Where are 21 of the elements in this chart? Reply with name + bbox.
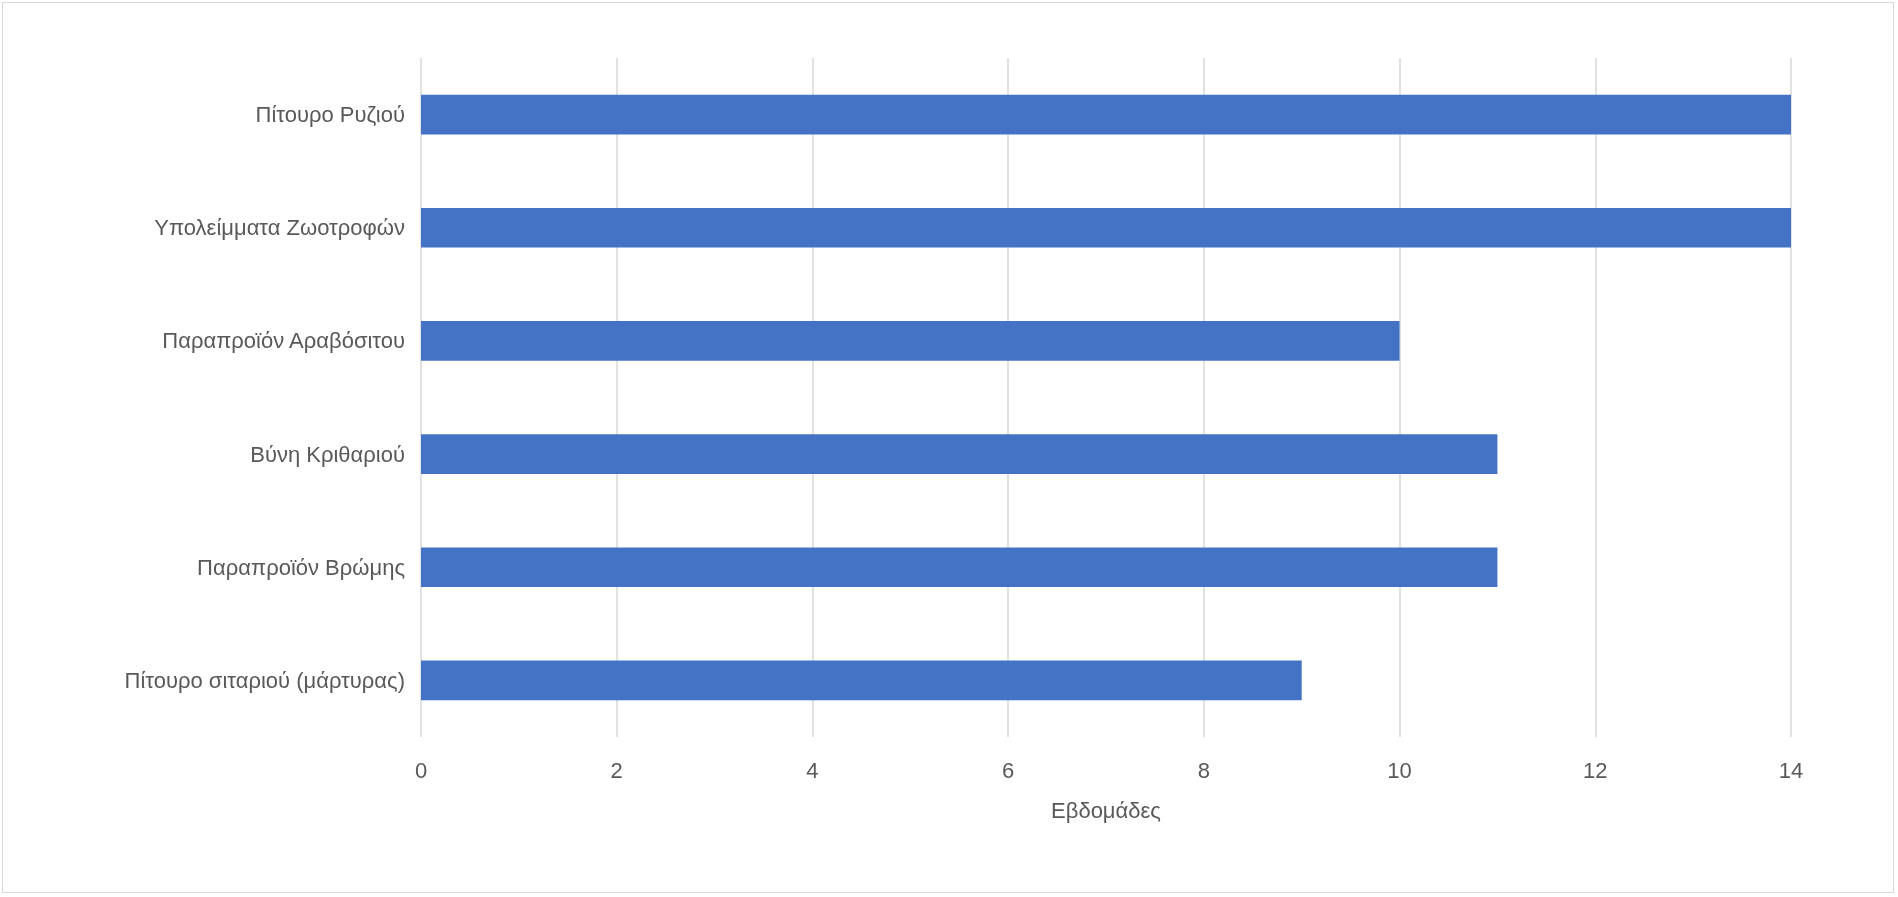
x-tick-label: 12 — [1583, 757, 1608, 783]
x-tick-label: 2 — [610, 757, 623, 783]
y-tick-label: Παραπροϊόν Βρώμης — [197, 554, 405, 580]
y-tick-label: Υπολείμματα Ζωοτροφών — [154, 215, 405, 241]
bar — [421, 660, 1302, 701]
y-tick-label: Πίτουρο Ρυζιού — [255, 102, 405, 128]
x-tick-label: 4 — [806, 757, 819, 783]
bar — [421, 94, 1791, 135]
x-tick-label: 8 — [1197, 757, 1210, 783]
x-axis-title: Εβδομάδες — [1051, 797, 1161, 823]
bar — [421, 321, 1400, 361]
bar — [421, 547, 1498, 588]
x-tick-label: 10 — [1387, 757, 1412, 783]
x-tick-label: 0 — [414, 757, 428, 783]
y-tick-label: Πίτουρο σιταριού (μάρτυρας) — [124, 667, 405, 693]
x-tick-label: 14 — [1778, 757, 1804, 783]
y-tick-label: Παραπροϊόν Αραβόσιτου — [162, 328, 405, 354]
y-tick-label: Βύνη Κριθαριού — [250, 441, 405, 467]
bar — [421, 207, 1791, 248]
bar — [421, 434, 1498, 474]
x-tick-label: 6 — [1002, 757, 1015, 783]
